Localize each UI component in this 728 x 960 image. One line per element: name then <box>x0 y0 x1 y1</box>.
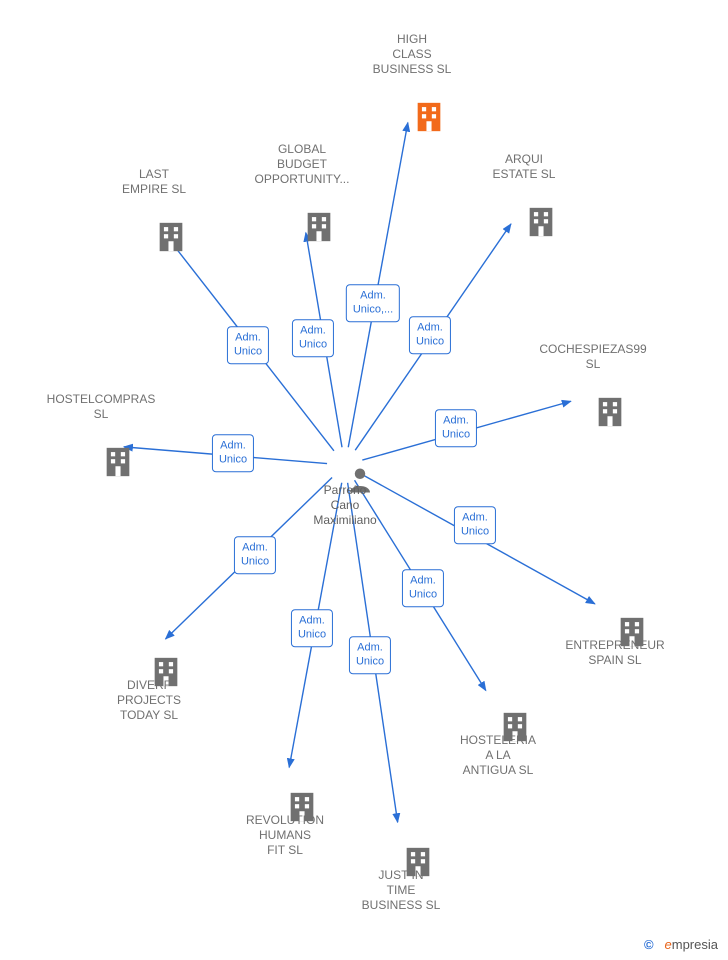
company-label: LAST EMPIRE SL <box>122 167 186 197</box>
edge-role-label: Adm. Unico <box>435 409 477 447</box>
company-label: HOSTELERIA A LA ANTIGUA SL <box>460 733 536 778</box>
edge-role-label: Adm. Unico <box>402 569 444 607</box>
company-label: HIGH CLASS BUSINESS SL <box>373 32 452 77</box>
company-label: ENTREPRENEUR SPAIN SL <box>565 638 664 668</box>
company-label: GLOBAL BUDGET OPPORTUNITY... <box>255 142 350 187</box>
brand-rest: mpresia <box>672 937 718 952</box>
edge-role-label: Adm. Unico <box>292 319 334 357</box>
edge-role-label: Adm. Unico <box>227 326 269 364</box>
copyright-symbol: © <box>644 937 654 952</box>
edge-role-label: Adm. Unico <box>454 506 496 544</box>
edge-role-label: Adm. Unico,... <box>346 284 400 322</box>
edge-role-label: Adm. Unico <box>409 316 451 354</box>
edge-role-label: Adm. Unico <box>212 434 254 472</box>
company-label: REVOLUTION HUMANS FIT SL <box>246 813 324 858</box>
edge-role-label: Adm. Unico <box>349 636 391 674</box>
company-label: ARQUI ESTATE SL <box>493 152 556 182</box>
edge-role-label: Adm. Unico <box>234 536 276 574</box>
company-label: COCHESPIEZAS99 SL <box>539 342 646 372</box>
footer-attribution: © empresia <box>644 937 718 952</box>
company-label: HOSTELCOMPRAS SL <box>47 392 156 422</box>
center-person-label: Parreño Cano Maximiliano <box>313 483 376 528</box>
edge-role-label: Adm. Unico <box>291 609 333 647</box>
company-label: DIVERF PROJECTS TODAY SL <box>117 678 181 723</box>
brand-e: e <box>665 937 672 952</box>
company-label: JUST IN TIME BUSINESS SL <box>362 868 441 913</box>
